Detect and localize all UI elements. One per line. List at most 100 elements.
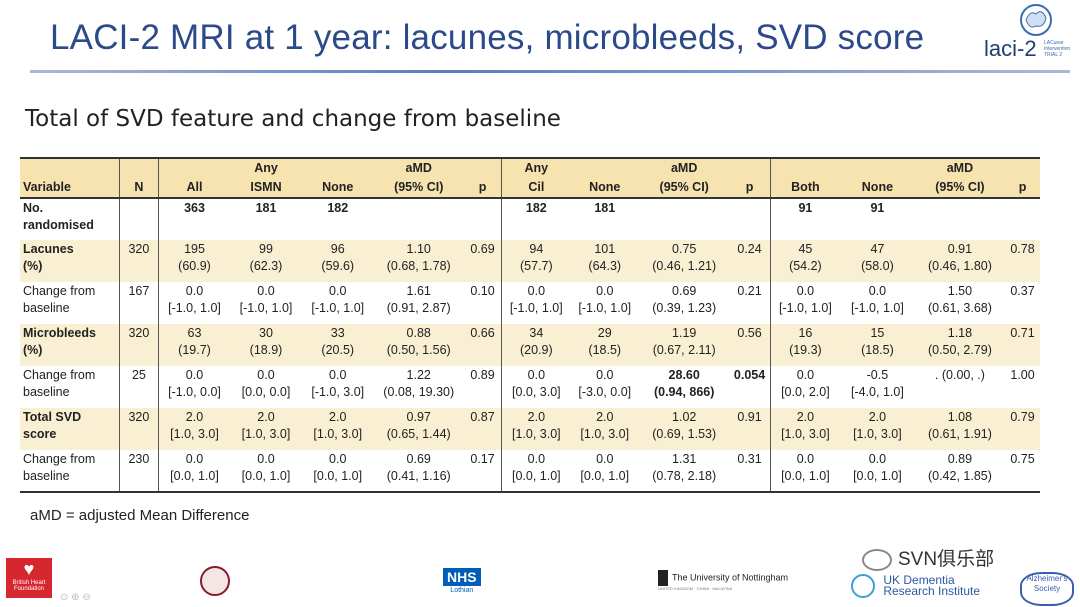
cell-interval: [-1.0, 1.0] (311, 301, 365, 315)
cell-value: 0.0 (329, 284, 347, 298)
cell-value: 0.0 (596, 284, 614, 298)
cell-interval: [0.0, 1.0] (781, 469, 830, 483)
row-label-line-2: baseline (23, 469, 70, 483)
cell-value: 96 (330, 242, 345, 256)
table-cell: 320 (118, 240, 159, 282)
cell-value: 0.10 (470, 284, 495, 298)
cell-interval: [-1.0, 0.0] (168, 385, 221, 399)
table-cell: 0.0 [-1.0, 1.0] (230, 282, 302, 324)
row-label-line-1: Microbleeds (23, 326, 96, 340)
column-header: Variable (20, 178, 120, 199)
row-label-line-2: score (23, 427, 57, 441)
cell-value: 0.0 (796, 368, 815, 382)
column-header-top: aMD (914, 157, 1006, 178)
table-cell: 96 (59.6) (301, 240, 374, 282)
cell-interval: (0.61, 3.68) (927, 301, 992, 315)
cell-value: 47 (870, 242, 885, 256)
column-header: Cil (501, 178, 571, 199)
ukdri-logo: UK Dementia Research Institute (851, 574, 980, 598)
cell-interval: [0.0, 1.0] (241, 469, 291, 483)
column-header-top (570, 157, 640, 178)
cell-interval: [1.0, 3.0] (241, 427, 291, 441)
cell-interval: [-1.0, 1.0] (509, 301, 563, 315)
cell-value: 0.0 (185, 368, 204, 382)
column-header: (95% CI) (914, 178, 1006, 199)
cell-interval: [-3.0, 0.0] (578, 385, 632, 399)
cell-value: 0.78 (1010, 242, 1035, 256)
table-row: Change from baseline 25 0.0 [-1.0, 0.0] 0.0 [0… (20, 366, 1040, 408)
cell-value: 99 (259, 242, 273, 256)
table-cell (729, 198, 771, 240)
table-cell: 2.0 [1.0, 3.0] (501, 408, 571, 450)
table-cell: 182 (301, 198, 374, 240)
table-cell: 181 (230, 198, 302, 240)
cell-interval: (54.2) (789, 259, 822, 273)
cell-value: 182 (525, 201, 547, 215)
table-cell: 0.0 [-1.0, 3.0] (301, 366, 374, 408)
table-cell: 0.31 (729, 450, 771, 493)
cell-interval: [1.0, 3.0] (781, 427, 830, 441)
table-cell: 28.60 (0.94, 866) (639, 366, 730, 408)
table-cell: 230 (118, 450, 159, 493)
column-header: N (118, 178, 159, 199)
row-label-line-2: randomised (23, 218, 94, 232)
cell-value: 2.0 (868, 410, 887, 424)
table-cell: 0.0 [0.0, 2.0] (769, 366, 840, 408)
table-cell: 1.02 (0.69, 1.53) (639, 408, 730, 450)
cell-value: 0.21 (737, 284, 762, 298)
row-label: Change from baseline (20, 366, 120, 408)
cell-interval: (0.61, 1.91) (927, 427, 992, 441)
cell-interval: [0.0, 1.0] (580, 469, 630, 483)
cell-interval: (59.6) (321, 259, 355, 273)
row-label-line-1: Total SVD (23, 410, 82, 424)
nottingham-logo-strip: UNITED KINGDOM · CHINA · MALAYSIA (658, 586, 733, 591)
cell-value: 15 (870, 326, 885, 340)
cell-value: 0.0 (527, 452, 546, 466)
cell-value: 0.0 (329, 368, 347, 382)
cell-value: 195 (184, 242, 205, 256)
cell-value: 0.31 (737, 452, 762, 466)
cell-value: 0.97 (406, 410, 431, 424)
row-label-line-2: baseline (23, 301, 70, 315)
cell-value: 1.08 (947, 410, 973, 424)
cell-interval: [0.0, 2.0] (781, 385, 830, 399)
cell-value: 0.0 (257, 284, 275, 298)
bhf-logo-text: British Heart Foundation (12, 580, 46, 592)
table-cell: 320 (118, 324, 159, 366)
cell-value: 0.79 (1010, 410, 1035, 424)
table-cell: 0.0 [0.0, 1.0] (501, 450, 571, 493)
cell-value: 2.0 (257, 410, 275, 424)
cell-interval: [-1.0, 3.0] (311, 385, 365, 399)
cell-value: 182 (327, 201, 349, 215)
table-cell: 30 (18.9) (230, 324, 302, 366)
table-cell: 0.79 (1005, 408, 1040, 450)
cell-value: 63 (187, 326, 202, 340)
cell-value: 0.66 (470, 326, 495, 340)
table-cell: 0.66 (463, 324, 502, 366)
column-header-top (729, 157, 771, 178)
nhs-logo-box: NHS (443, 568, 481, 586)
table-cell: 1.18 (0.50, 2.79) (914, 324, 1006, 366)
slide-controls-icon[interactable]: ⊙ ⊕ ⊖ (60, 592, 91, 603)
cell-value: 94 (529, 242, 544, 256)
table-cell: 2.0 [1.0, 3.0] (769, 408, 840, 450)
cell-interval: [1.0, 3.0] (512, 427, 561, 441)
cell-value: 1.22 (406, 368, 431, 382)
table-cell: 0.75 (1005, 450, 1040, 493)
cell-value: 0.0 (527, 368, 546, 382)
table-cell: 0.0 [-1.0, 0.0] (157, 366, 231, 408)
wechat-watermark: SVN俱乐部 (862, 544, 994, 571)
table-cell: -0.5 [-4.0, 1.0] (840, 366, 915, 408)
row-label: Change from baseline (20, 450, 120, 493)
table-cell: 0.88 (0.50, 1.56) (373, 324, 464, 366)
column-header-top (769, 157, 840, 178)
cell-value: 16 (798, 326, 813, 340)
table-cell: 1.10 (0.68, 1.78) (373, 240, 464, 282)
cell-value: 29 (597, 326, 612, 340)
bhf-logo: ♥ British Heart Foundation (6, 558, 52, 598)
cell-interval: [-4.0, 1.0] (851, 385, 904, 399)
cell-interval: [0.0, 1.0] (170, 469, 219, 483)
cell-value: 0.0 (596, 452, 614, 466)
cell-value: 167 (128, 284, 150, 298)
cell-value: 0.88 (406, 326, 431, 340)
